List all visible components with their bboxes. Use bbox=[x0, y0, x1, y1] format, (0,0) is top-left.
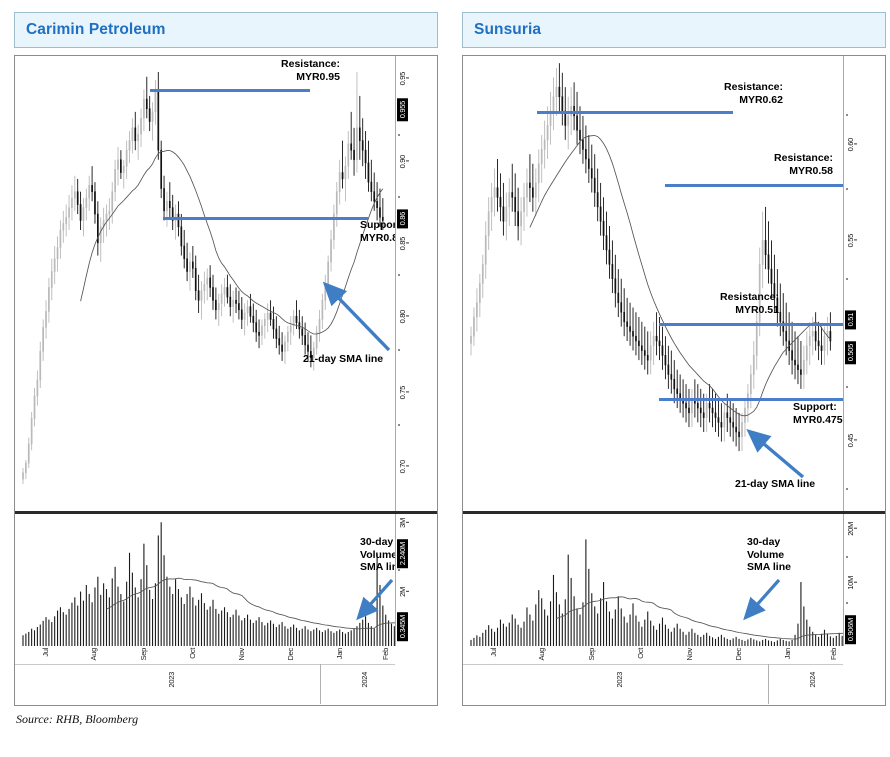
volume-series-sunsuria bbox=[470, 539, 843, 646]
volume-tick: 3M bbox=[398, 518, 407, 528]
support-annotation-carimin: Support: MYR0.87 bbox=[360, 219, 404, 244]
price-tag-marked: 0.86 bbox=[397, 209, 408, 229]
resistance-line-058 bbox=[665, 184, 843, 187]
price-plot-sunsuria: Resistance: MYR0.62 Resistance: MYR0.58 … bbox=[463, 56, 885, 511]
volume-axis-sunsuria: 20M 10M 0.906M bbox=[843, 514, 885, 646]
volume-plot-carimin: 30-day Volume SMA line 3M 2.240M 2M 0.34… bbox=[15, 514, 437, 646]
chart-sunsuria: Resistance: MYR0.62 Resistance: MYR0.58 … bbox=[462, 55, 886, 706]
month-label: Nov bbox=[237, 648, 246, 661]
resistance-annotation-carimin: Resistance: MYR0.95 bbox=[281, 58, 340, 83]
price-tick: 0.95 bbox=[398, 72, 407, 86]
panel-divider-carimin bbox=[15, 511, 437, 514]
price-tick: 0.75 bbox=[398, 386, 407, 400]
volume-sma-arrow-carimin bbox=[356, 578, 394, 621]
volume-sma-annotation-carimin: 30-day Volume SMA line bbox=[360, 536, 404, 573]
month-label: Aug bbox=[89, 648, 98, 661]
volume-axis-carimin: 3M 2.240M 2M 0.345M bbox=[395, 514, 437, 646]
month-label: Feb bbox=[829, 648, 838, 661]
price-axis-carimin: 0.95 0.955 0.90 0.86 0.85 0.80 0.75 0.70 bbox=[395, 56, 437, 511]
panel-title-bar-sunsuria: Sunsuria bbox=[462, 12, 886, 48]
volume-sma-arrow-sunsuria bbox=[743, 578, 781, 621]
volume-tag-last: 2.240M bbox=[397, 539, 408, 569]
volume-sma-annotation-sunsuria: 30-day Volume SMA line bbox=[747, 536, 791, 573]
panel-title-bar-carimin: Carimin Petroleum bbox=[14, 12, 438, 48]
date-axis-carimin: Jul Aug Sep Oct Nov Dec Jan Feb 2023 202… bbox=[15, 646, 437, 705]
candlestick-series-carimin bbox=[22, 71, 384, 484]
month-label: Oct bbox=[636, 648, 645, 659]
month-label: Oct bbox=[188, 648, 197, 659]
resistance-line-051 bbox=[659, 323, 843, 326]
month-label: Sep bbox=[139, 648, 148, 661]
resistance-line-062 bbox=[537, 111, 733, 114]
price-plot-carimin: Resistance: MYR0.95 Support: MYR0.87 21-… bbox=[15, 56, 437, 511]
volume-tick: 20M bbox=[846, 522, 855, 536]
panel-sunsuria: Sunsuria Resistance: MYR0.62 Resistance:… bbox=[452, 0, 890, 755]
resistance-annotation-062-sunsuria: Resistance: MYR0.62 bbox=[724, 81, 783, 106]
sma-annotation-sunsuria: 21-day SMA line bbox=[735, 478, 816, 490]
price-tick: 0.80 bbox=[398, 310, 407, 324]
resistance-annotation-051-sunsuria: Resistance: MYR0.51 bbox=[720, 291, 779, 316]
price-tick: 0.70 bbox=[398, 460, 407, 474]
month-label: Dec bbox=[734, 648, 743, 661]
resistance-annotation-058-sunsuria: Resistance: MYR0.58 bbox=[774, 152, 833, 177]
volume-plot-sunsuria: 30-day Volume SMA line 20M 10M 0.906M bbox=[463, 514, 885, 646]
page-title: Sunsuria bbox=[474, 21, 542, 38]
date-axis-sunsuria: Jul Aug Sep Oct Nov Dec Jan Feb 2023 202… bbox=[463, 646, 885, 705]
candlestick-series-sunsuria bbox=[470, 63, 832, 452]
page-title: Carimin Petroleum bbox=[26, 21, 166, 38]
price-tag-last: 0.51 bbox=[845, 310, 856, 330]
price-tick: 0.55 bbox=[846, 234, 855, 248]
price-axis-sunsuria: 0.60 0.55 0.51 0.505 0.45 bbox=[843, 56, 885, 511]
panel-carimin: Carimin Petroleum Resistance: MYR0.95 Su… bbox=[4, 0, 444, 755]
year-label: 2024 bbox=[360, 672, 369, 688]
month-label: Nov bbox=[685, 648, 694, 661]
month-label: Sep bbox=[587, 648, 596, 661]
sma-arrow-sunsuria bbox=[746, 429, 805, 479]
panel-divider-sunsuria bbox=[463, 511, 885, 514]
price-tick: 0.45 bbox=[846, 434, 855, 448]
month-label: Feb bbox=[381, 648, 390, 661]
sma-arrow-carimin bbox=[322, 281, 391, 352]
month-label: Jan bbox=[783, 648, 792, 660]
resistance-line-095 bbox=[150, 89, 310, 92]
month-label: Aug bbox=[537, 648, 546, 661]
price-tick: 0.60 bbox=[846, 138, 855, 152]
source-note-carimin: Source: RHB, Bloomberg bbox=[16, 712, 139, 726]
price-tag-last: 0.955 bbox=[397, 98, 408, 122]
volume-tick: 10M bbox=[846, 576, 855, 590]
year-label: 2023 bbox=[167, 672, 176, 688]
price-tag-marked: 0.505 bbox=[845, 341, 856, 365]
volume-tick: 2M bbox=[398, 587, 407, 597]
month-label: Jul bbox=[41, 648, 50, 657]
support-annotation-sunsuria: Support: MYR0.475 bbox=[793, 401, 843, 426]
price-tick: 0.90 bbox=[398, 155, 407, 169]
volume-series-carimin bbox=[22, 522, 395, 646]
month-label: Dec bbox=[286, 648, 295, 661]
month-label: Jul bbox=[489, 648, 498, 657]
sma-annotation-carimin: 21-day SMA line bbox=[303, 353, 384, 365]
support-line-087 bbox=[163, 217, 368, 220]
chart-carimin: Resistance: MYR0.95 Support: MYR0.87 21-… bbox=[14, 55, 438, 706]
month-label: Jan bbox=[335, 648, 344, 660]
year-label: 2023 bbox=[615, 672, 624, 688]
year-label: 2024 bbox=[808, 672, 817, 688]
support-line-0475 bbox=[659, 398, 843, 401]
volume-tag-sma: 0.345M bbox=[397, 612, 408, 642]
price-tick: 0.85 bbox=[398, 237, 407, 251]
volume-tag-sma: 0.906M bbox=[845, 615, 856, 645]
